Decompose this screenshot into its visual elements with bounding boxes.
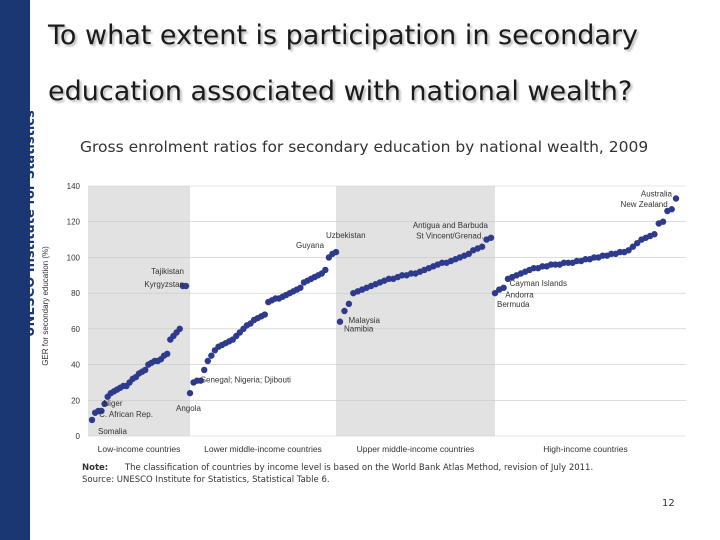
note-text: The classification of countries by incom…: [124, 463, 594, 473]
y-tick-label: 40: [71, 361, 80, 370]
country-label: C. African Rep.: [99, 410, 153, 419]
country-label: Guyana: [296, 241, 325, 250]
y-tick-label: 80: [71, 289, 80, 298]
data-point: [332, 248, 340, 256]
country-label: Andorra: [505, 291, 534, 300]
y-tick-label: 20: [71, 396, 80, 405]
band-2: [336, 186, 495, 436]
data-point: [407, 270, 415, 277]
chart-note: Note: The classification of countries by…: [82, 462, 593, 486]
data-point: [176, 325, 183, 333]
data-point: [341, 307, 348, 315]
country-label: Antigua and Barbuda: [413, 221, 489, 230]
source-text: Source: UNESCO Institute for Statistics,…: [82, 475, 330, 485]
data-point: [197, 377, 204, 384]
scatter-chart: 0 20 40 60 80 100 120 140 Tajikistan Kyrgyzstan N…: [41, 182, 686, 454]
headline: To what extent is participation in secon…: [48, 20, 638, 107]
country-label: Senegal; Nigeria; Djibouti: [201, 376, 291, 385]
income-group-bands: [88, 186, 495, 436]
data-point: [629, 243, 637, 250]
group-labels: Low-income countries Lower middle-income …: [98, 444, 628, 454]
data-point: [491, 289, 499, 297]
data-point: [164, 350, 171, 358]
data-point: [345, 300, 353, 308]
data-point: [668, 206, 675, 213]
data-point: [625, 247, 632, 254]
note-label: Note:: [82, 463, 109, 473]
group-label: Upper middle-income countries: [357, 444, 475, 454]
data-point: [204, 357, 212, 365]
country-label: Malaysia: [348, 316, 380, 325]
y-tick-labels: 0 20 40 60 80 100 120 140: [67, 182, 81, 441]
data-point: [88, 416, 96, 424]
country-label: Namibia: [344, 325, 374, 334]
country-label: Uzbekistan: [326, 231, 366, 240]
gridlines: [88, 185, 686, 437]
group-label: Low-income countries: [98, 444, 181, 454]
y-axis-label: GER for secondary education (%): [41, 246, 50, 366]
data-point: [261, 311, 268, 318]
country-label: St Vincent/Grenad.: [416, 232, 483, 241]
country-label: Cayman Islands: [510, 279, 567, 288]
y-tick-label: 100: [67, 253, 81, 262]
country-label: Niger: [103, 399, 122, 408]
data-point: [186, 389, 194, 397]
data-point: [651, 231, 658, 238]
data-point: [659, 218, 667, 225]
country-label: Australia: [641, 190, 673, 199]
data-point: [487, 234, 495, 241]
data-point: [478, 243, 486, 250]
data-point: [98, 407, 105, 415]
group-label: High-income countries: [543, 444, 628, 454]
country-label: Bermuda: [497, 300, 530, 309]
band-0: [88, 186, 190, 436]
data-point: [142, 366, 149, 374]
country-label: New Zealand: [621, 200, 668, 209]
page-number: 12: [662, 498, 675, 509]
data-point: [672, 195, 680, 202]
data-point: [208, 352, 215, 359]
data-point: [336, 318, 344, 325]
country-label: Angola: [176, 404, 201, 413]
data-point: [297, 284, 304, 291]
country-label: Somalia: [98, 427, 127, 436]
data-point: [322, 266, 329, 274]
data-point: [465, 250, 472, 258]
y-tick-label: 140: [67, 182, 81, 191]
sidebar-bar: [0, 0, 30, 540]
country-label: Kyrgyzstan: [144, 280, 184, 289]
data-point: [101, 400, 108, 408]
chart-title: Gross enrolment ratios for secondary edu…: [80, 138, 649, 156]
data-point: [438, 259, 446, 266]
data-point: [398, 272, 406, 279]
y-tick-label: 120: [67, 218, 81, 227]
data-points: [88, 195, 680, 424]
data-point: [385, 275, 393, 283]
group-label: Lower middle-income countries: [204, 444, 322, 454]
data-point: [182, 282, 190, 290]
data-point: [201, 366, 208, 374]
country-labels: Tajikistan Kyrgyzstan Niger C. African Rep.…: [98, 190, 673, 436]
y-tick-label: 60: [71, 325, 80, 334]
data-point: [634, 239, 641, 247]
y-tick-label: 0: [76, 432, 81, 441]
country-label: Tajikistan: [151, 267, 184, 276]
data-point: [500, 284, 507, 291]
